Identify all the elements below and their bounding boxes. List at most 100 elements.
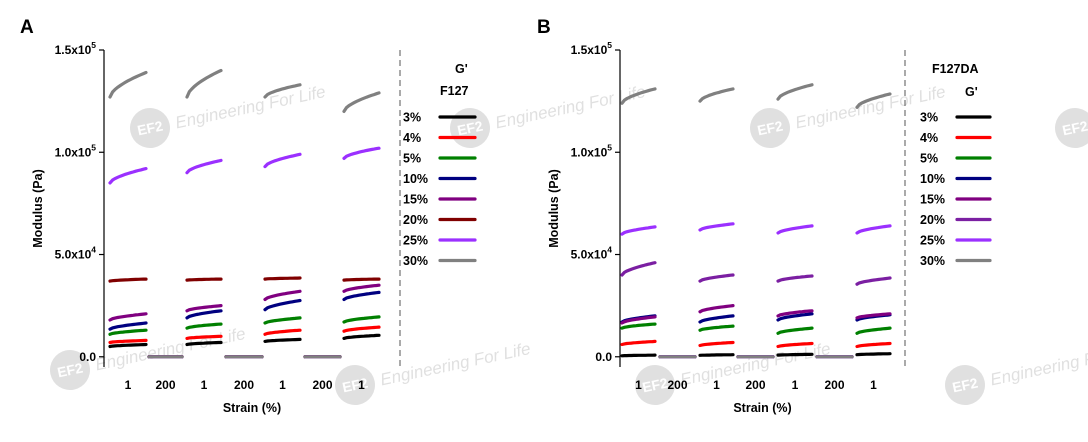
series-line — [776, 274, 814, 283]
x-tick-label: 200 — [745, 378, 765, 392]
series-line — [108, 342, 148, 349]
series-line — [108, 70, 148, 99]
x-tick-label: 1 — [201, 378, 208, 392]
watermark-logo-text: EF2 — [1061, 117, 1088, 138]
series-line — [263, 298, 302, 312]
legend-entry-label: 5% — [403, 152, 421, 166]
series-line — [108, 167, 148, 185]
legend-material-label: F127 — [440, 84, 469, 98]
x-axis-title: Strain (%) — [223, 401, 281, 415]
y-tick-label: 5.0x104 — [55, 245, 97, 262]
series-line — [698, 273, 735, 283]
watermark-logo-text: EF2 — [341, 374, 370, 395]
watermark-logo-icon — [130, 108, 170, 148]
legend-entry-label: 30% — [920, 254, 945, 268]
x-tick-label: 1 — [358, 378, 365, 392]
series-line — [855, 326, 892, 335]
series-line — [185, 277, 223, 282]
series-line — [263, 152, 302, 169]
x-tick-label: 1 — [792, 378, 799, 392]
x-tick-label: 200 — [155, 378, 175, 392]
watermark-logo-icon — [335, 365, 375, 405]
y-tick-label: 0.0 — [595, 350, 612, 364]
legend-entry-label: 20% — [920, 213, 945, 227]
series-line — [263, 289, 302, 302]
series-line — [620, 315, 657, 325]
series-line — [776, 309, 814, 318]
legend-title: G' — [965, 85, 978, 99]
series-line — [263, 328, 302, 336]
panel-label: A — [20, 17, 34, 38]
series-line — [108, 321, 148, 331]
x-tick-label: 200 — [234, 378, 254, 392]
x-tick-label: 1 — [713, 378, 720, 392]
series-line — [776, 312, 814, 322]
watermark-text: Engineering For Life — [494, 82, 648, 132]
x-tick-label: 200 — [824, 378, 844, 392]
watermark: EF2 Engineering For Life — [130, 82, 328, 148]
watermark-logo-icon — [750, 108, 790, 148]
legend-entry-label: 4% — [403, 131, 421, 145]
series-line — [698, 314, 735, 324]
watermark-logo-text: EF2 — [56, 359, 85, 380]
watermark: EF2 Engineering For Life — [750, 82, 948, 148]
series-line — [620, 87, 657, 105]
watermark-text: Engineering For Life — [174, 82, 328, 132]
watermark-text: Engineering For Life — [794, 82, 948, 132]
legend-entry-label: 4% — [920, 131, 938, 145]
series-line — [698, 353, 735, 357]
series-line — [342, 91, 381, 113]
chart-panel-b: B 0.0 5.0x104 1.0x105 1.5x105 Modulus (Pa) 1 20… — [537, 17, 992, 415]
series-line — [698, 324, 735, 332]
legend-entry-label: 20% — [403, 213, 428, 227]
legend-entry-label: 3% — [920, 111, 938, 125]
series-line — [185, 322, 223, 330]
series-line — [108, 312, 148, 322]
y-tick-label: 1.5x105 — [571, 40, 613, 57]
y-tick-label: 5.0x104 — [571, 245, 613, 262]
watermark-logo-icon — [635, 365, 675, 405]
series-line — [776, 83, 814, 101]
x-axis-title: Strain (%) — [733, 401, 791, 415]
legend-entry-label: 15% — [403, 193, 428, 207]
legend-material-label: F127DA — [932, 62, 979, 76]
series-line — [698, 304, 735, 314]
y-tick-label: 1.0x105 — [55, 142, 97, 159]
series-line — [342, 146, 381, 160]
watermark-logo-text: EF2 — [951, 374, 980, 395]
x-tick-label: 1 — [125, 378, 132, 392]
series-line — [776, 352, 814, 357]
y-axis-title: Modulus (Pa) — [31, 169, 45, 247]
y-axis-title: Modulus (Pa) — [547, 169, 561, 247]
watermark-logo-text: EF2 — [756, 117, 785, 138]
series-line — [855, 312, 892, 320]
series-line — [698, 222, 735, 232]
series-line — [698, 87, 735, 103]
series-line — [342, 277, 381, 282]
legend-entry-label: 10% — [403, 172, 428, 186]
x-tick-label: 1 — [635, 378, 642, 392]
legend-entry-label: 5% — [920, 152, 938, 166]
legend-entry-label: 10% — [920, 172, 945, 186]
watermark-logo-icon — [50, 350, 90, 390]
y-tick-label: 0.0 — [79, 350, 96, 364]
series-line — [185, 68, 223, 99]
series-line — [776, 224, 814, 235]
series-line — [855, 276, 892, 286]
series-line — [776, 326, 814, 335]
series-line — [185, 304, 223, 313]
panel-label: B — [537, 17, 551, 38]
series-line — [263, 83, 302, 99]
watermark-logo-icon — [945, 365, 985, 405]
watermark-logo-text: EF2 — [136, 117, 165, 138]
series-line — [185, 158, 223, 175]
series-line — [776, 341, 814, 349]
series-line — [108, 277, 148, 283]
series-line — [342, 315, 381, 324]
x-tick-label: 200 — [667, 378, 687, 392]
series-line — [855, 341, 892, 349]
